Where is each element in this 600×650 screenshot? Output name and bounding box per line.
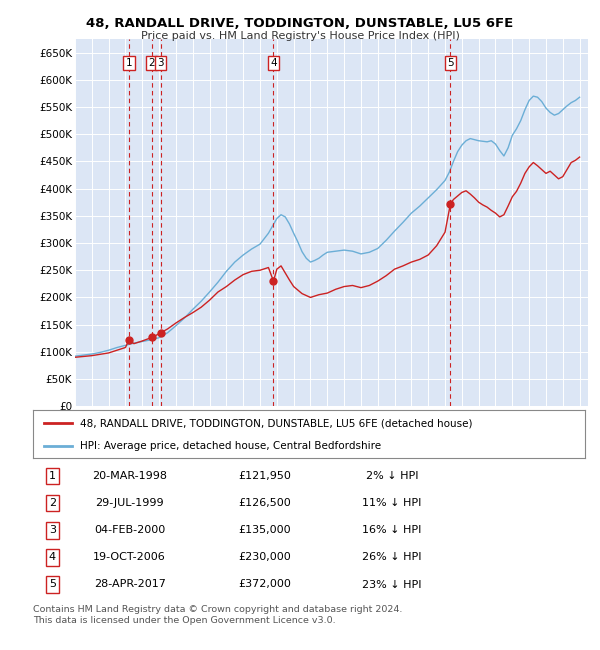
Text: £372,000: £372,000 <box>238 580 291 590</box>
Text: 19-OCT-2006: 19-OCT-2006 <box>93 552 166 562</box>
Text: 48, RANDALL DRIVE, TODDINGTON, DUNSTABLE, LU5 6FE: 48, RANDALL DRIVE, TODDINGTON, DUNSTABLE… <box>86 17 514 30</box>
Text: £126,500: £126,500 <box>238 499 291 508</box>
Text: 2: 2 <box>149 58 155 68</box>
Text: 20-MAR-1998: 20-MAR-1998 <box>92 471 167 481</box>
Text: 1: 1 <box>125 58 133 68</box>
Text: 2% ↓ HPI: 2% ↓ HPI <box>365 471 418 481</box>
Text: £135,000: £135,000 <box>239 525 291 536</box>
Text: HPI: Average price, detached house, Central Bedfordshire: HPI: Average price, detached house, Cent… <box>80 441 381 450</box>
Text: 3: 3 <box>157 58 164 68</box>
Text: 5: 5 <box>447 58 454 68</box>
Text: £121,950: £121,950 <box>238 471 291 481</box>
Text: 5: 5 <box>49 580 56 590</box>
Text: 4: 4 <box>270 58 277 68</box>
Text: 29-JUL-1999: 29-JUL-1999 <box>95 499 164 508</box>
Text: £230,000: £230,000 <box>238 552 291 562</box>
Text: 23% ↓ HPI: 23% ↓ HPI <box>362 580 422 590</box>
Text: 28-APR-2017: 28-APR-2017 <box>94 580 166 590</box>
Text: 2: 2 <box>49 499 56 508</box>
Text: 26% ↓ HPI: 26% ↓ HPI <box>362 552 422 562</box>
Text: 3: 3 <box>49 525 56 536</box>
Text: 4: 4 <box>49 552 56 562</box>
Text: Contains HM Land Registry data © Crown copyright and database right 2024.
This d: Contains HM Land Registry data © Crown c… <box>33 605 403 625</box>
Text: 48, RANDALL DRIVE, TODDINGTON, DUNSTABLE, LU5 6FE (detached house): 48, RANDALL DRIVE, TODDINGTON, DUNSTABLE… <box>80 419 472 428</box>
Text: 04-FEB-2000: 04-FEB-2000 <box>94 525 165 536</box>
Text: Price paid vs. HM Land Registry's House Price Index (HPI): Price paid vs. HM Land Registry's House … <box>140 31 460 41</box>
Text: 1: 1 <box>49 471 56 481</box>
Text: 16% ↓ HPI: 16% ↓ HPI <box>362 525 421 536</box>
Text: 11% ↓ HPI: 11% ↓ HPI <box>362 499 421 508</box>
